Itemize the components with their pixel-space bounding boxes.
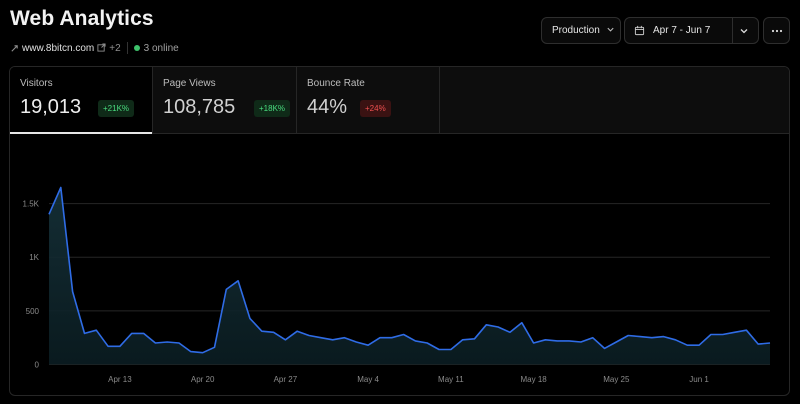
x-tick-label: Apr 20	[191, 375, 215, 384]
page-title: Web Analytics	[10, 7, 154, 30]
chevron-down-icon	[606, 25, 615, 37]
tab-value: 108,785	[163, 96, 236, 118]
external-link-icon[interactable]	[97, 42, 106, 54]
more-domains-count[interactable]: +2	[109, 42, 121, 54]
change-badge: +24%	[360, 100, 391, 117]
link-icon	[10, 44, 19, 53]
x-tick-label: May 4	[357, 375, 379, 384]
divider	[732, 18, 733, 43]
series-area	[49, 187, 770, 365]
more-horizontal-icon	[771, 29, 783, 33]
site-domain-link[interactable]: www.8bitcn.com	[22, 42, 95, 54]
online-status-dot	[133, 45, 140, 51]
x-tick-label: May 25	[603, 375, 630, 384]
x-tick-label: May 11	[438, 375, 464, 384]
tab-label: Page Views	[163, 78, 216, 89]
x-tick-label: Apr 13	[108, 375, 132, 384]
online-count: 3 online	[143, 42, 179, 54]
visitors-chart: 0 500 1K 1.5K Apr 13 Apr 20 Apr 27 May 4 May 11 M…	[23, 186, 771, 384]
date-range-dropdown-chevron-icon[interactable]	[739, 26, 749, 39]
analytics-panel: Visitors 19,013 +21K% Page Views 108,785…	[9, 66, 790, 396]
y-tick-label: 0	[35, 361, 40, 370]
tab-value: 19,013	[20, 96, 82, 118]
more-options-button[interactable]	[763, 17, 790, 44]
y-tick-label: 1K	[29, 253, 39, 262]
x-tick-label: Jun 1	[689, 375, 709, 384]
x-tick-label: Apr 27	[274, 375, 298, 384]
y-tick-label: 500	[26, 307, 40, 316]
environment-select[interactable]: Production	[541, 17, 621, 44]
x-tick-label: May 18	[520, 375, 547, 384]
change-badge: +21K%	[98, 100, 135, 117]
date-range-picker[interactable]: Apr 7 - Jun 7	[624, 17, 759, 44]
tab-bounce-rate[interactable]: Bounce Rate 44% +24%	[297, 67, 440, 133]
site-info: www.8bitcn.com +2 3 online	[10, 41, 179, 55]
divider	[126, 42, 128, 54]
tab-page-views[interactable]: Page Views 108,785 +18K%	[153, 67, 297, 133]
change-badge: +18K%	[254, 100, 291, 117]
series-line	[48, 186, 771, 354]
tab-label: Bounce Rate	[307, 78, 365, 89]
environment-label: Production	[552, 25, 600, 36]
y-tick-label: 1.5K	[23, 200, 40, 209]
metric-tabs: Visitors 19,013 +21K% Page Views 108,785…	[10, 67, 789, 134]
tab-value: 44%	[307, 96, 348, 118]
tab-label: Visitors	[20, 78, 53, 89]
calendar-icon	[634, 25, 645, 36]
tab-visitors[interactable]: Visitors 19,013 +21K%	[10, 67, 153, 134]
date-range-label: Apr 7 - Jun 7	[653, 25, 711, 36]
